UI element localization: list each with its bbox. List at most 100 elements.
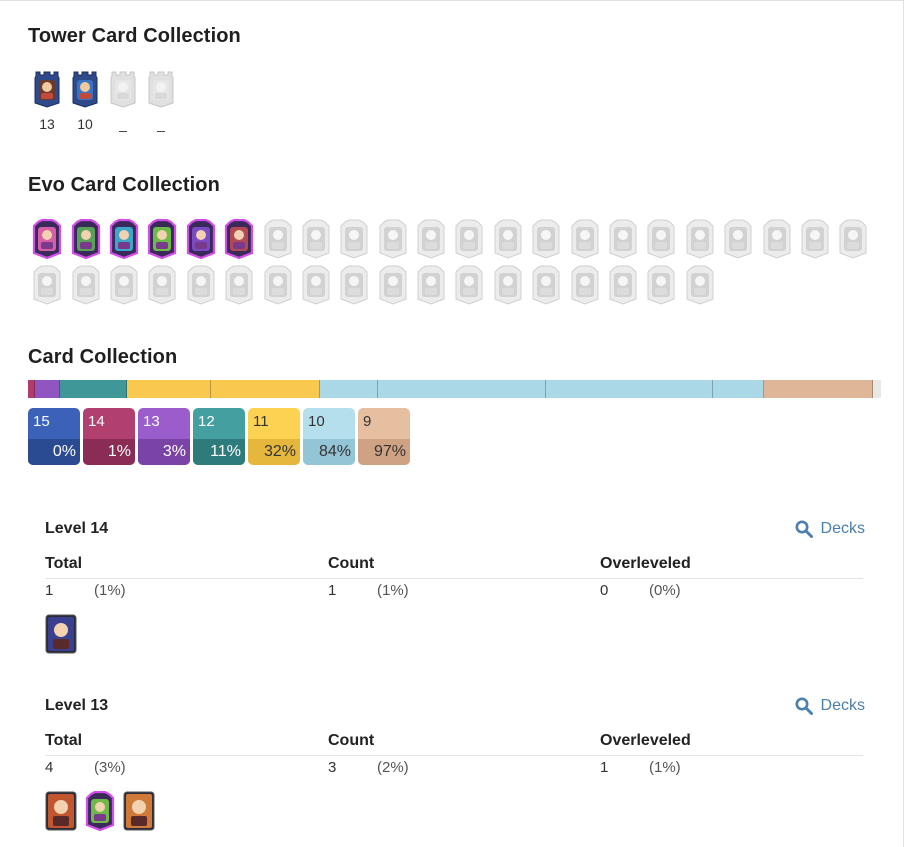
evo-card-locked-icon[interactable] (604, 265, 642, 305)
tower-card-level: _ (119, 116, 127, 132)
count-header: Count (328, 555, 375, 572)
tower-princess-icon (33, 70, 61, 108)
evo-card-locked-icon[interactable] (105, 265, 143, 305)
tower-section-title: Tower Card Collection (28, 25, 241, 47)
count-value: 1 (328, 582, 337, 599)
evo-card-locked-icon[interactable] (28, 265, 66, 305)
level-section-13: Level 13 Decks Total Count Overleveled 4… (45, 697, 865, 837)
level-chip-percent: 32% (248, 439, 300, 465)
evo-card-locked-icon[interactable] (258, 265, 296, 305)
level-chip[interactable]: 14 1% (83, 408, 135, 465)
overleveled-percent: (0%) (649, 582, 681, 599)
evo-section-title: Evo Card Collection (28, 174, 220, 196)
evo-card-owned-icon[interactable] (182, 219, 220, 259)
evo-card-owned-icon[interactable] (143, 219, 181, 259)
tower-card-level: 10 (77, 116, 93, 132)
evo-card-locked-icon[interactable] (642, 219, 680, 259)
count-percent: (1%) (377, 582, 409, 599)
evo-card-locked-icon[interactable] (489, 265, 527, 305)
evo-card-locked-icon[interactable] (719, 219, 757, 259)
level-chip-label: 10 (308, 413, 325, 430)
level-section-14: Level 14 Decks Total Count Overleveled 1… (45, 520, 865, 655)
evo-card-locked-icon[interactable] (374, 265, 412, 305)
evo-card-locked-icon[interactable] (66, 265, 104, 305)
tower-card-item[interactable]: 13 (28, 70, 66, 132)
evo-card-locked-icon[interactable] (681, 219, 719, 259)
musketeer-card-icon[interactable] (45, 614, 77, 654)
overleveled-percent: (1%) (649, 759, 681, 776)
level-chip-label: 15 (33, 413, 50, 430)
level-chip[interactable]: 9 97% (358, 408, 410, 465)
tower-card-list: 13 10 _ _ (28, 70, 180, 132)
search-icon (795, 520, 813, 538)
level-bar-segment (545, 380, 714, 398)
search-icon (795, 697, 813, 715)
level-filter-chips: 15 0% 14 1% 13 3% 12 11% 11 32% 10 84% 9 97% (28, 408, 413, 465)
level-bar-segment (763, 380, 873, 398)
total-percent: (3%) (94, 759, 126, 776)
level-chip-percent: 3% (138, 439, 190, 465)
count-percent: (2%) (377, 759, 409, 776)
evo-card-locked-icon[interactable] (565, 219, 603, 259)
evo-card-locked-icon[interactable] (642, 265, 680, 305)
tower-card-item[interactable]: _ (104, 70, 142, 132)
evo-card-locked-icon[interactable] (681, 265, 719, 305)
decks-link[interactable]: Decks (795, 697, 865, 715)
evo-card-locked-icon[interactable] (450, 219, 488, 259)
barbarian-card-icon[interactable] (123, 791, 155, 831)
evo-card-locked-icon[interactable] (412, 219, 450, 259)
total-header: Total (45, 555, 83, 572)
overleveled-header: Overleveled (600, 732, 691, 749)
evo-card-locked-icon[interactable] (143, 265, 181, 305)
level-chip[interactable]: 11 32% (248, 408, 300, 465)
evo-card-owned-icon[interactable] (66, 219, 104, 259)
total-header: Total (45, 732, 83, 749)
count-header: Count (328, 732, 375, 749)
evo-card-locked-icon[interactable] (489, 219, 527, 259)
evo-card-owned-icon[interactable] (105, 219, 143, 259)
card-collection-title: Card Collection (28, 346, 178, 368)
royal-chef-icon (147, 70, 175, 108)
overleveled-value: 1 (600, 759, 609, 776)
tower-card-item[interactable]: _ (142, 70, 180, 132)
evo-card-locked-icon[interactable] (757, 219, 795, 259)
valkyrie-card-icon[interactable] (45, 791, 77, 831)
evo-card-locked-icon[interactable] (527, 265, 565, 305)
evo-card-locked-icon[interactable] (220, 265, 258, 305)
evo-card-owned-icon[interactable] (220, 219, 258, 259)
evo-card-owned-icon[interactable] (28, 219, 66, 259)
evo-card-locked-icon[interactable] (450, 265, 488, 305)
evo-card-locked-icon[interactable] (335, 219, 373, 259)
evo-card-locked-icon[interactable] (527, 219, 565, 259)
table-divider (45, 578, 863, 579)
level-title: Level 14 (45, 520, 109, 537)
evo-card-locked-icon[interactable] (297, 265, 335, 305)
evo-card-locked-icon[interactable] (796, 219, 834, 259)
evo-card-locked-icon[interactable] (258, 219, 296, 259)
goblin-barrel-evo-card-icon[interactable] (84, 791, 116, 831)
count-value: 3 (328, 759, 337, 776)
decks-link[interactable]: Decks (795, 520, 865, 538)
decks-label: Decks (820, 697, 865, 714)
level-chip[interactable]: 12 11% (193, 408, 245, 465)
evo-card-locked-icon[interactable] (604, 219, 642, 259)
level-chip[interactable]: 15 0% (28, 408, 80, 465)
dagger-duchess-icon (109, 70, 137, 108)
evo-card-locked-icon[interactable] (297, 219, 335, 259)
level-bar-segment (378, 380, 546, 398)
evo-card-locked-icon[interactable] (834, 219, 872, 259)
tower-card-item[interactable]: 10 (66, 70, 104, 132)
level-bar-segment (713, 380, 764, 398)
level-bar-segment (127, 380, 211, 398)
evo-card-locked-icon[interactable] (412, 265, 450, 305)
evo-card-locked-icon[interactable] (565, 265, 603, 305)
level-chip-label: 12 (198, 413, 215, 430)
level-title: Level 13 (45, 697, 109, 714)
evo-card-locked-icon[interactable] (374, 219, 412, 259)
evo-card-locked-icon[interactable] (182, 265, 220, 305)
level-chip[interactable]: 13 3% (138, 408, 190, 465)
level-bar-segment (872, 380, 881, 398)
level-bar-segment (35, 380, 61, 398)
evo-card-locked-icon[interactable] (335, 265, 373, 305)
level-chip[interactable]: 10 84% (303, 408, 355, 465)
